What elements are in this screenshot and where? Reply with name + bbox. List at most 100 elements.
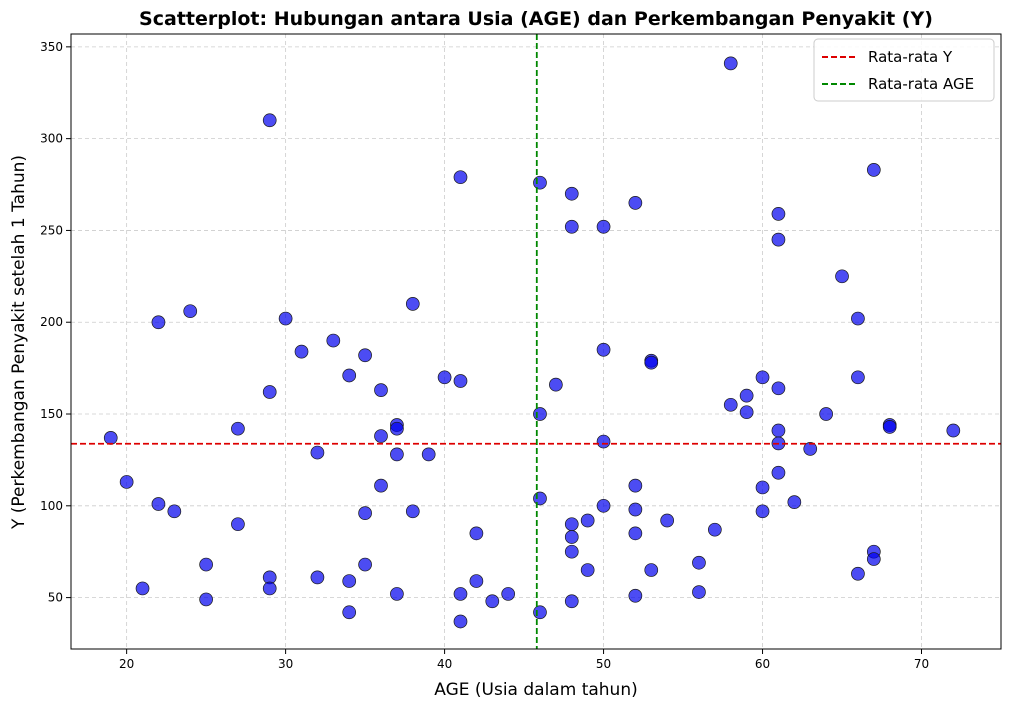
data-point	[199, 557, 213, 572]
data-point	[628, 502, 643, 517]
data-point	[262, 581, 277, 596]
data-point	[151, 497, 166, 511]
data-point	[771, 232, 786, 247]
x-tick-label: 50	[596, 657, 611, 671]
x-tick-label: 70	[914, 657, 929, 671]
data-point	[596, 342, 611, 357]
data-point	[231, 421, 245, 436]
y-tick-label: 150	[40, 407, 63, 421]
data-point	[374, 478, 388, 493]
legend-mean-y-label: Rata-rata Y	[868, 48, 953, 66]
data-point	[405, 297, 420, 311]
data-point	[755, 504, 770, 519]
data-points	[103, 56, 961, 629]
data-point	[326, 333, 341, 348]
data-point	[723, 56, 738, 71]
data-point	[819, 407, 833, 421]
data-point	[628, 526, 643, 541]
y-tick-label: 250	[40, 223, 63, 237]
data-point	[533, 175, 547, 190]
data-point	[119, 475, 134, 489]
data-point	[342, 605, 357, 620]
data-point	[358, 557, 372, 572]
data-point	[278, 311, 293, 326]
data-point	[390, 587, 404, 601]
x-tick-label: 20	[119, 657, 134, 671]
data-point	[533, 605, 547, 620]
data-point	[358, 506, 372, 520]
data-point	[453, 374, 468, 388]
data-point	[390, 447, 404, 462]
data-point	[231, 517, 245, 532]
data-point	[533, 407, 547, 421]
data-point	[135, 581, 150, 596]
data-point	[294, 344, 309, 359]
data-point	[437, 370, 452, 385]
data-point	[564, 517, 579, 532]
x-tick-label: 40	[437, 657, 452, 671]
data-point	[358, 348, 372, 363]
data-point	[374, 429, 388, 443]
data-point	[405, 504, 420, 519]
data-point	[882, 420, 897, 434]
data-point	[596, 219, 611, 234]
data-point	[755, 480, 770, 495]
data-point	[310, 570, 325, 585]
data-point	[628, 588, 643, 603]
data-point	[580, 563, 595, 577]
data-point	[755, 370, 770, 385]
data-point	[771, 381, 786, 396]
data-point	[501, 587, 516, 601]
data-point	[866, 552, 881, 566]
data-point	[564, 544, 579, 559]
data-point	[564, 219, 579, 234]
data-point	[199, 592, 213, 607]
x-tick-label: 60	[755, 657, 770, 671]
data-point	[739, 405, 754, 420]
x-tick-label: 30	[278, 657, 293, 671]
data-point	[771, 465, 786, 480]
data-point	[692, 585, 706, 599]
legend-mean-age-label: Rata-rata AGE	[868, 75, 974, 93]
data-point	[851, 566, 865, 581]
data-point	[596, 434, 611, 449]
y-tick-label: 50	[48, 591, 63, 605]
data-point	[644, 355, 659, 370]
data-point	[866, 163, 881, 177]
data-point	[549, 377, 563, 392]
data-point	[580, 513, 595, 528]
data-point	[787, 495, 802, 509]
data-point	[469, 526, 484, 541]
data-point	[421, 447, 436, 462]
y-tick-label: 200	[40, 315, 63, 329]
data-point	[596, 498, 611, 513]
data-point	[262, 385, 277, 399]
data-point	[628, 478, 643, 493]
data-point	[628, 196, 643, 210]
data-point	[644, 563, 659, 577]
x-axis-ticks: 20 30 40 50 60 70	[119, 649, 929, 671]
data-point	[851, 311, 865, 326]
data-point	[453, 614, 468, 629]
data-point	[851, 370, 865, 385]
data-point	[723, 397, 738, 412]
data-point	[533, 491, 547, 506]
y-tick-label: 350	[40, 40, 63, 54]
data-point	[564, 186, 579, 201]
data-point	[342, 368, 357, 383]
data-point	[167, 504, 182, 519]
data-point	[469, 574, 484, 588]
data-point	[374, 383, 388, 397]
data-point	[310, 445, 325, 460]
data-point	[342, 574, 357, 588]
y-tick-label: 300	[40, 132, 63, 146]
data-point	[660, 513, 675, 528]
data-point	[946, 423, 961, 438]
data-point	[564, 530, 579, 544]
data-point	[564, 594, 579, 609]
data-point	[183, 304, 198, 319]
data-point	[485, 594, 500, 609]
data-point	[771, 423, 786, 438]
data-point	[835, 269, 849, 284]
